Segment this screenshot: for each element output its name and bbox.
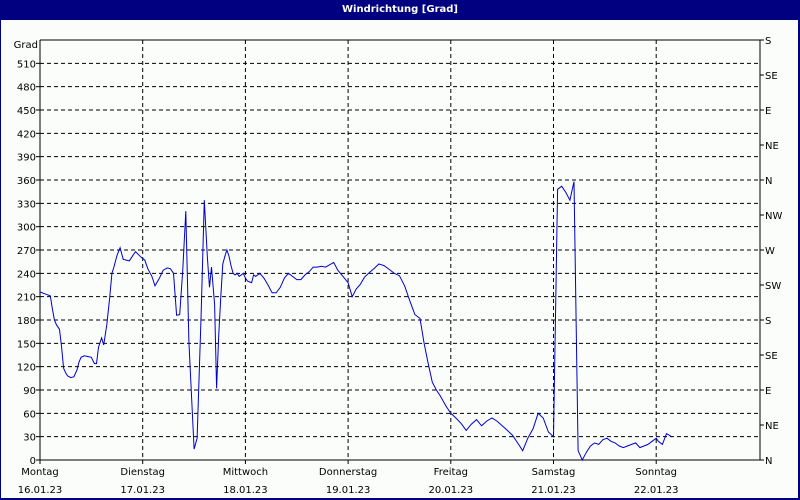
- x-date-label: 22.01.23: [634, 485, 679, 496]
- y-tick-label: 450: [17, 106, 36, 117]
- y-tick-label: 150: [17, 339, 36, 350]
- compass-label: E: [765, 386, 771, 397]
- compass-label: S: [765, 36, 771, 47]
- y-tick-label: 480: [17, 83, 36, 94]
- x-date-label: 19.01.23: [326, 485, 371, 496]
- compass-label: NW: [765, 211, 782, 222]
- y-axis-right-compass: N NE E SE S SW W NW N NE E SE S: [760, 36, 782, 467]
- x-day-label: Samstag: [532, 467, 576, 478]
- x-day-label: Donnerstag: [319, 467, 377, 478]
- x-day-label: Dienstag: [120, 467, 165, 478]
- y-tick-label: 0: [30, 456, 36, 467]
- compass-label: NE: [765, 141, 779, 152]
- y-tick-label: 240: [17, 269, 36, 280]
- x-date-label: 21.01.23: [531, 485, 576, 496]
- x-date-label: 18.01.23: [223, 485, 268, 496]
- y-tick-label: 270: [17, 246, 36, 257]
- y-tick-label: 300: [17, 223, 36, 234]
- compass-label: NE: [765, 421, 779, 432]
- x-date-label: 16.01.23: [18, 485, 63, 496]
- compass-label: SE: [765, 71, 778, 82]
- x-day-label: Sonntag: [635, 467, 677, 478]
- window-title: Windrichtung [Grad]: [0, 0, 800, 20]
- compass-label: E: [765, 106, 771, 117]
- y-tick-label: 210: [17, 293, 36, 304]
- y-tick-label: 60: [23, 409, 36, 420]
- y-axis-label: Grad: [14, 40, 38, 51]
- y-tick-label: 120: [17, 363, 36, 374]
- y-tick-label: 510: [17, 59, 36, 70]
- grid-lines: [40, 40, 760, 460]
- x-day-label: Montag: [21, 467, 58, 478]
- y-tick-label: 30: [23, 433, 36, 444]
- x-day-label: Freitag: [434, 467, 468, 478]
- y-tick-label: 90: [23, 386, 36, 397]
- y-tick-label: 360: [17, 176, 36, 187]
- y-tick-label: 390: [17, 153, 36, 164]
- x-date-label: 20.01.23: [429, 485, 474, 496]
- compass-label: SW: [765, 281, 781, 292]
- wind-direction-line: [39, 181, 672, 462]
- y-tick-label: 420: [17, 129, 36, 140]
- y-axis-left: 0 30 60 90 120 150 180 210 240 270 300 330 360 390 420…: [17, 59, 40, 467]
- compass-label: SE: [765, 351, 778, 362]
- compass-label: N: [765, 456, 772, 467]
- x-day-label: Mittwoch: [223, 467, 268, 478]
- compass-label: S: [765, 316, 771, 327]
- y-tick-label: 330: [17, 199, 36, 210]
- x-axis-days: Montag 16.01.23 Dienstag 17.01.23 Mittwoch 18…: [18, 460, 679, 496]
- x-date-label: 17.01.23: [120, 485, 165, 496]
- compass-label: N: [765, 176, 772, 187]
- y-tick-label: 180: [17, 316, 36, 327]
- compass-label: W: [765, 246, 775, 257]
